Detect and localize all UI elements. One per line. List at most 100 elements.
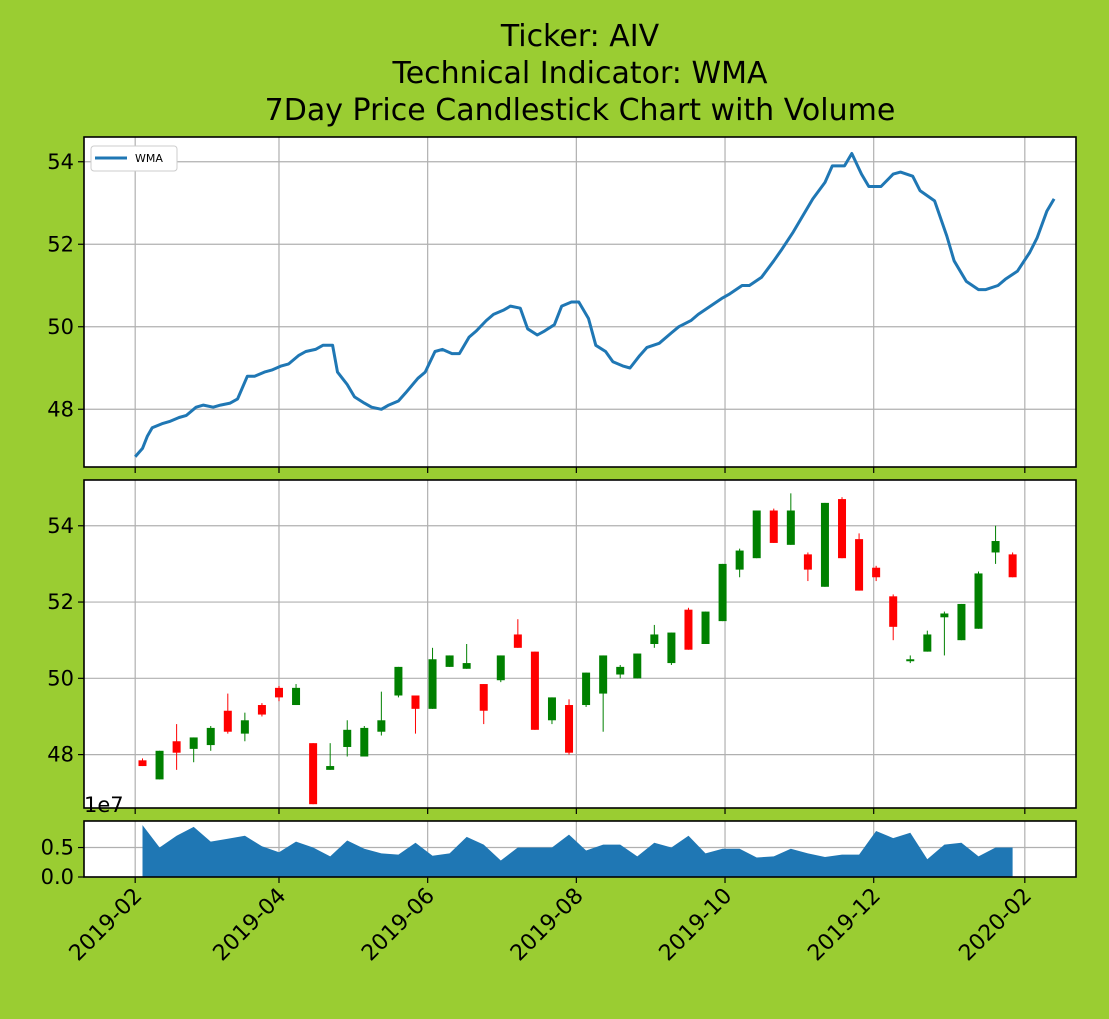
- candle: [838, 497, 847, 559]
- candle-body: [923, 634, 932, 652]
- candle: [274, 685, 283, 702]
- candle: [752, 510, 761, 559]
- candle: [1008, 552, 1017, 578]
- candle-body: [309, 743, 318, 805]
- candle-body: [803, 554, 812, 570]
- volume-y-axis: 0.00.5: [41, 836, 84, 889]
- volume-series: [142, 825, 1013, 877]
- legend-box: [90, 145, 178, 172]
- candle-body: [394, 666, 403, 696]
- legend-label-wma: WMA: [135, 152, 163, 165]
- candle: [684, 607, 693, 650]
- candle-body: [957, 603, 966, 641]
- candle: [223, 693, 232, 734]
- candle: [394, 666, 403, 698]
- y-tick-label: 48: [47, 743, 74, 767]
- candle: [599, 655, 608, 732]
- candle: [769, 508, 778, 543]
- candle: [803, 552, 812, 582]
- candle: [411, 695, 420, 734]
- price-grid: [84, 480, 1076, 814]
- candle-body: [223, 710, 232, 732]
- candle-body: [496, 655, 505, 681]
- indicator-panel: 48 50 52 54 WMA: [47, 136, 1077, 473]
- candle-body: [377, 720, 386, 732]
- candle: [667, 632, 676, 665]
- candle-body: [633, 653, 642, 679]
- volume-panel: 0.00.5 1e7: [41, 793, 1077, 889]
- y-tick-label: 54: [47, 514, 74, 538]
- candle: [940, 611, 949, 656]
- candlestick-series: [138, 493, 1017, 805]
- candle-body: [565, 705, 574, 753]
- candle: [496, 655, 505, 683]
- wma-series: [134, 152, 1056, 458]
- candle: [240, 712, 249, 742]
- candle-body: [872, 567, 881, 578]
- candle: [565, 699, 574, 755]
- candle: [820, 502, 829, 587]
- y-tick-label: 48: [47, 397, 74, 421]
- candle-body: [479, 684, 488, 711]
- candle: [513, 619, 522, 648]
- candle: [206, 726, 215, 751]
- candle-body: [889, 596, 898, 627]
- title-line-1: Ticker: AIV: [500, 19, 660, 54]
- candle: [445, 655, 454, 667]
- candle-body: [462, 663, 471, 669]
- candle-body: [257, 705, 266, 715]
- candle-body: [906, 659, 915, 662]
- candle-body: [820, 502, 829, 587]
- candle-body: [599, 655, 608, 694]
- candle-body: [172, 741, 181, 753]
- candle: [326, 743, 335, 770]
- price-plot-area: [84, 480, 1076, 808]
- candle-body: [138, 760, 147, 767]
- candle: [650, 624, 659, 648]
- y-tick-label: 0.0: [41, 865, 74, 889]
- candle: [428, 647, 437, 709]
- price-y-axis: 48 50 52 54: [47, 514, 84, 767]
- indicator-y-axis: 48 50 52 54: [47, 150, 84, 421]
- legend: WMA: [90, 145, 178, 172]
- candle-body: [530, 651, 539, 730]
- candle-body: [735, 550, 744, 570]
- candle-body: [360, 727, 369, 757]
- title-line-3: 7Day Price Candlestick Chart with Volume: [265, 93, 896, 128]
- volume-offset-label: 1e7: [84, 793, 124, 817]
- candle: [957, 603, 966, 641]
- y-tick-label: 0.5: [41, 836, 74, 860]
- candle-body: [582, 672, 591, 706]
- candle: [735, 548, 744, 578]
- candle-body: [838, 499, 847, 559]
- candle: [547, 697, 556, 725]
- candle: [701, 611, 710, 644]
- candle: [172, 724, 181, 770]
- candle: [923, 630, 932, 652]
- candle: [974, 571, 983, 629]
- volume-area: [142, 825, 1013, 877]
- y-tick-label: 54: [47, 150, 74, 174]
- candle-body: [855, 539, 864, 591]
- title-line-2: Technical Indicator: WMA: [391, 56, 768, 91]
- candle-body: [769, 510, 778, 543]
- candle-body: [701, 611, 710, 644]
- candle-body: [513, 634, 522, 648]
- candle: [855, 533, 864, 591]
- candle-body: [940, 613, 949, 618]
- candle: [530, 651, 539, 730]
- price-frame: [83, 479, 1077, 809]
- candle-body: [274, 687, 283, 698]
- volume-frame: [83, 820, 1077, 878]
- candle: [872, 565, 881, 582]
- indicator-frame: [83, 136, 1077, 468]
- candle: [343, 720, 352, 757]
- candle: [189, 737, 198, 763]
- candle: [155, 750, 164, 780]
- candle-body: [616, 666, 625, 675]
- candle-body: [155, 750, 164, 780]
- candle: [138, 758, 147, 767]
- candle-body: [189, 737, 198, 749]
- candle: [906, 655, 915, 664]
